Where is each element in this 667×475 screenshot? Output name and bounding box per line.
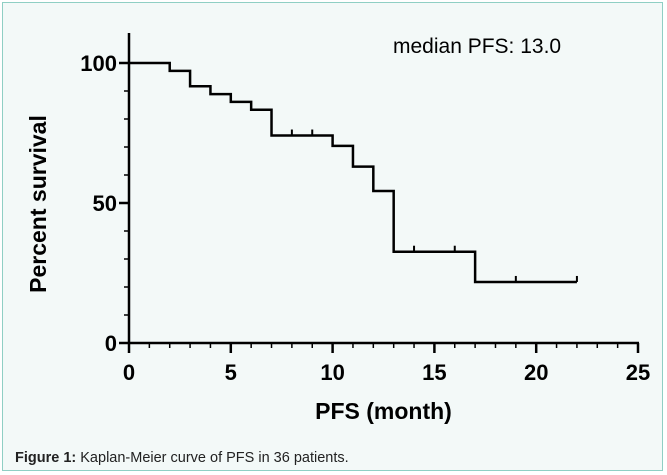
x-tick-label: 10 bbox=[320, 360, 344, 385]
y-tick-label: 0 bbox=[105, 331, 117, 356]
x-tick-label: 5 bbox=[225, 360, 237, 385]
km-survival-curve bbox=[129, 61, 577, 284]
x-tick-label: 0 bbox=[123, 360, 135, 385]
y-tick-label: 100 bbox=[80, 51, 117, 76]
y-tick-label: 50 bbox=[93, 191, 117, 216]
x-tick-label: 15 bbox=[422, 360, 446, 385]
figure-frame: 0 50 100 0 5 10 15 20 25 PFS (month) Percent survi… bbox=[2, 2, 663, 471]
x-axis-title: PFS (month) bbox=[315, 398, 452, 424]
km-chart: 0 50 100 0 5 10 15 20 25 PFS (month) Percent survi… bbox=[25, 33, 650, 424]
y-axis-title: Percent survival bbox=[25, 115, 51, 293]
median-pfs-annotation: median PFS: 13.0 bbox=[393, 35, 561, 58]
caption-text: Kaplan-Meier curve of PFS in 36 patients… bbox=[76, 450, 349, 466]
x-tick-label: 20 bbox=[524, 360, 548, 385]
figure-caption: Figure 1: Kaplan-Meier curve of PFS in 3… bbox=[15, 450, 349, 466]
caption-label: Figure 1: bbox=[15, 450, 77, 466]
x-tick-label: 25 bbox=[626, 360, 650, 385]
